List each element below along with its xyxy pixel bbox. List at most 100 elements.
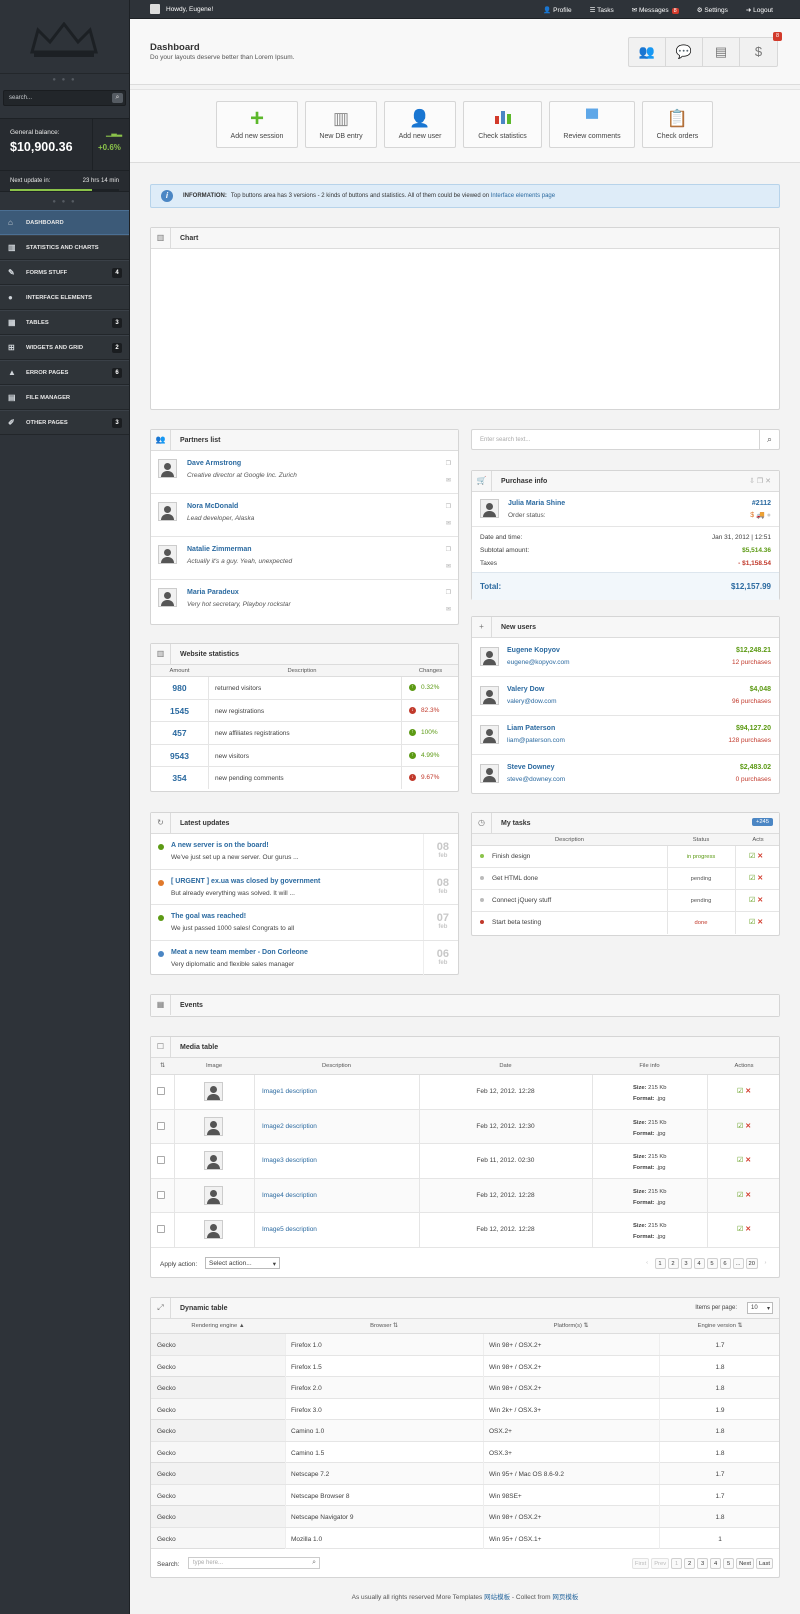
row-checkbox[interactable] [157,1121,165,1130]
user-email[interactable]: liam@paterson.com [507,737,565,744]
edit-icon[interactable]: ☑ [749,875,756,882]
sidebar-search-input[interactable]: search... [9,95,33,101]
storage-icon[interactable]: ▤ [703,38,740,66]
sidebar-item-tables[interactable]: ▦ TABLES 3 [0,310,129,335]
mail-icon[interactable]: ✉ [445,521,451,527]
dynamic-search-input[interactable]: type here... ⌕ [188,1557,320,1569]
update-title[interactable]: Meat a new team member - Don Corleone [171,948,308,956]
row-checkbox[interactable] [157,1156,165,1164]
sidebar-item-interface-elements[interactable]: ● INTERFACE ELEMENTS [0,285,129,310]
edit-icon[interactable]: ☑ [749,853,756,860]
sidebar-item-error-pages[interactable]: ▲ ERROR PAGES 6 [0,360,129,385]
header-browser[interactable]: Browser ⇅ [370,1323,398,1329]
image-description-link[interactable]: Image1 description [262,1088,317,1095]
interface-elements-link[interactable]: Interface elements page [490,193,556,199]
coins-icon[interactable]: $8 [740,32,782,66]
delete-icon[interactable]: ✕ [757,853,764,860]
add-new-session-button[interactable]: + Add new session [216,101,298,148]
row-actions[interactable]: ☑ ✕ [737,1087,751,1095]
update-title[interactable]: [ URGENT ] ex.ua was closed by governmen… [171,877,321,885]
mail-icon[interactable]: ✉ [445,607,451,613]
sidebar-item-forms-stuff[interactable]: ✎ FORMS STUFF 4 [0,260,129,285]
footer-link-2[interactable]: 网页模板 [552,1594,579,1601]
page-button[interactable]: ... [732,1258,744,1269]
sidebar-item-statistics-and-charts[interactable]: ▥ STATISTICS AND CHARTS [0,235,129,260]
task-actions[interactable]: ☑ ✕ [749,874,763,882]
page-button[interactable]: 3 [680,1258,692,1269]
user-email[interactable]: valery@dow.com [507,698,557,705]
add-new-user-button[interactable]: 👤 Add new user [384,101,456,148]
partner-name[interactable]: Maria Paradeux [187,589,239,596]
search-icon[interactable]: ⌕ [759,430,779,449]
update-title[interactable]: The goal was reached! [171,913,247,920]
page-button[interactable]: 2 [684,1558,696,1569]
delete-icon[interactable]: ✕ [757,897,764,904]
header-rendering-engine[interactable]: Rendering engine ▲ [191,1323,245,1329]
edit-icon[interactable]: ☑ [749,897,756,904]
thumbnail-image[interactable] [204,1185,223,1205]
logout-link[interactable]: ➜ Logout [745,7,773,14]
edit-icon[interactable]: ☑ [737,1122,744,1130]
order-number[interactable]: #2112 [751,500,771,507]
search-icon[interactable]: ⌕ [112,93,123,103]
user-name[interactable]: Liam Paterson [507,725,556,732]
page-button[interactable]: Last [756,1558,773,1569]
row-actions[interactable]: ☑ ✕ [737,1122,751,1130]
row-actions[interactable]: ☑ ✕ [737,1191,751,1199]
delete-icon[interactable]: ✕ [745,1122,752,1130]
prev-page-icon[interactable]: ‹ [646,1260,649,1266]
page-button[interactable]: 3 [697,1558,709,1569]
edit-icon[interactable]: ☑ [737,1157,744,1164]
row-actions[interactable]: ☑ ✕ [737,1156,751,1164]
new-db-entry-button[interactable]: ▥ New DB entry [305,101,377,148]
sidebar-item-dashboard[interactable]: ⌂ DASHBOARD [0,210,129,235]
sidebar-item-file-manager[interactable]: ▤ FILE MANAGER [0,385,129,410]
page-button[interactable]: 5 [706,1258,718,1269]
check-statistics-button[interactable]: Check statistics [463,101,542,148]
delete-icon[interactable]: ✕ [745,1226,752,1233]
next-page-icon[interactable]: › [764,1260,767,1266]
settings-link[interactable]: ⚙ Settings [696,7,728,14]
user-name[interactable]: Steve Downey [507,764,555,771]
mail-icon[interactable]: ✉ [445,478,451,484]
edit-icon[interactable]: ☑ [749,919,756,926]
sidebar-item-widgets-and-grid[interactable]: ⊞ WIDGETS AND GRID 2 [0,335,129,360]
user-avatar[interactable] [150,4,160,14]
copy-icon[interactable]: ❐ [445,590,451,596]
page-button[interactable]: 2 [667,1258,679,1269]
users-icon[interactable]: 👥 [629,38,666,66]
thumbnail-image[interactable] [204,1082,223,1101]
task-actions[interactable]: ☑ ✕ [749,918,763,926]
edit-icon[interactable]: ☑ [737,1191,744,1199]
delete-icon[interactable]: ✕ [745,1157,752,1164]
thumbnail-image[interactable] [204,1116,223,1136]
copy-icon[interactable]: ❐ [445,504,451,510]
copy-icon[interactable]: ❐ [445,461,451,467]
delete-icon[interactable]: ✕ [757,919,764,926]
row-actions[interactable]: ☑ ✕ [737,1225,751,1233]
checkbox-icon[interactable]: ☐ [151,1037,171,1057]
image-description-link[interactable]: Image3 description [262,1157,317,1164]
image-description-link[interactable]: Image4 description [262,1191,317,1199]
page-button[interactable]: 4 [693,1258,705,1269]
page-button[interactable]: 4 [710,1558,722,1569]
update-title[interactable]: A new server is on the board! [171,842,269,849]
page-button[interactable]: Next [736,1558,755,1569]
page-button[interactable]: Prev [651,1558,670,1569]
delete-icon[interactable]: ✕ [745,1191,752,1199]
search-text-input[interactable]: Enter search text... [480,437,531,443]
image-description-link[interactable]: Image2 description [262,1122,317,1130]
sidebar-search[interactable]: search... ⌕ [3,90,126,106]
edit-icon[interactable]: ☑ [737,1226,744,1233]
delete-icon[interactable]: ✕ [745,1088,752,1095]
user-name[interactable]: Eugene Kopyov [507,647,560,654]
check-orders-button[interactable]: 📋 Check orders [642,101,713,148]
review-comments-button[interactable]: ▀ Review comments [549,101,635,148]
thumbnail-image[interactable] [204,1151,223,1170]
tasks-link[interactable]: ☰ Tasks [589,7,614,14]
mail-icon[interactable]: ✉ [445,564,451,570]
delete-icon[interactable]: ✕ [757,875,764,882]
user-email[interactable]: eugene@kopyov.com [507,659,570,666]
page-button[interactable]: 20 [745,1258,758,1269]
edit-icon[interactable]: ☑ [737,1088,744,1095]
